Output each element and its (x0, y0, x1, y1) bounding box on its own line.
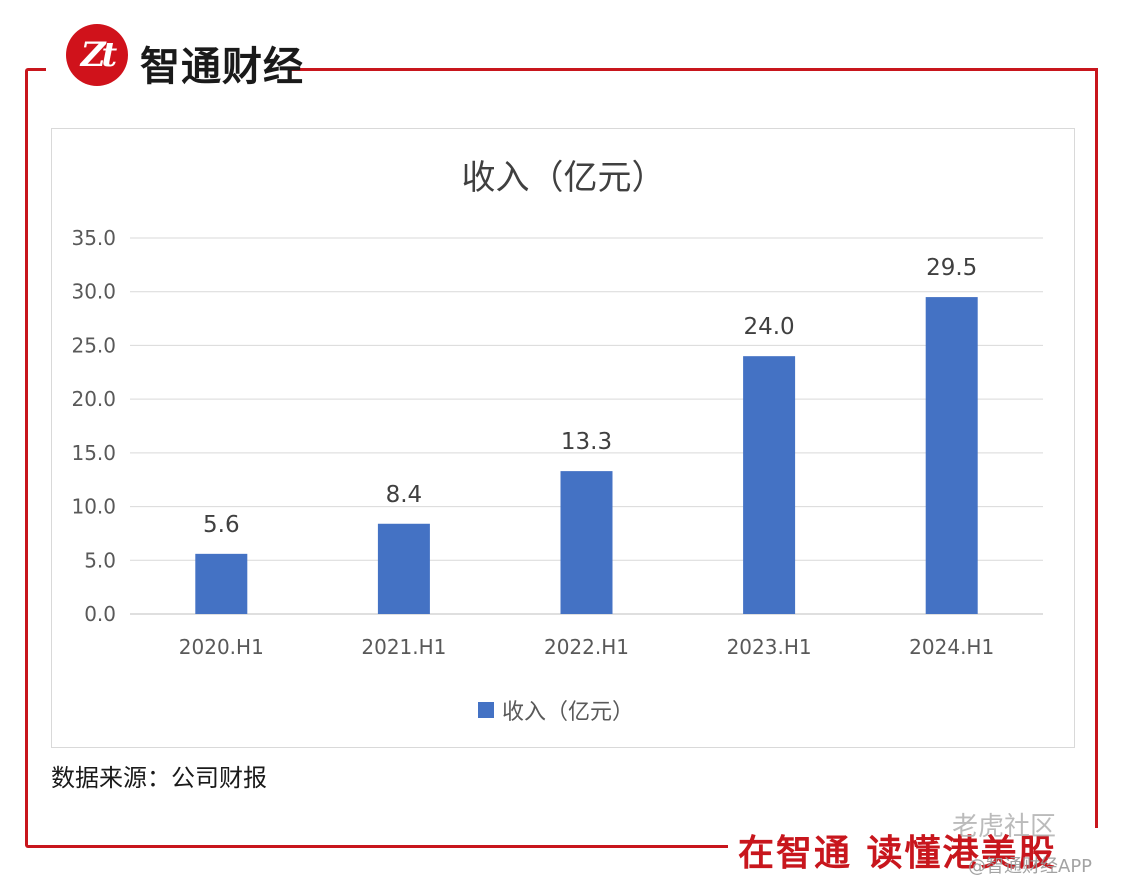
y-tick-label: 20.0 (71, 387, 116, 411)
frame-line (1095, 68, 1098, 828)
y-tick-label: 10.0 (71, 495, 116, 519)
x-tick-label: 2021.H1 (361, 635, 446, 659)
data-label: 13.3 (561, 429, 612, 455)
data-label: 24.0 (743, 314, 794, 340)
y-tick-label: 0.0 (84, 602, 116, 626)
bar (743, 356, 796, 614)
bar (195, 553, 248, 614)
bar (560, 471, 613, 614)
frame-line (28, 68, 46, 71)
logo-mark: Zt (80, 35, 117, 75)
chart-panel (51, 128, 1075, 748)
y-tick-label: 15.0 (71, 441, 116, 465)
bar (377, 523, 430, 614)
y-tick-label: 35.0 (71, 226, 116, 250)
slogan: 在智通 读懂港美股 (738, 833, 1057, 874)
bar (925, 297, 978, 614)
y-tick-label: 5.0 (84, 548, 116, 572)
bar-chart: 0.0 5.0 10.0 15.0 20.0 25.0 30.0 35.0 5.6 2020.H1… (71, 226, 1043, 659)
frame-line (28, 845, 728, 848)
legend-swatch (478, 702, 494, 718)
frame-line (290, 68, 1098, 71)
watermark-app: @智通财经APP (968, 856, 1093, 877)
brand-logo: Zt (66, 24, 128, 86)
x-tick-label: 2020.H1 (179, 635, 264, 659)
frame-line (25, 68, 28, 848)
watermark-community: 老虎社区 (952, 812, 1057, 842)
legend-label: 收入（亿元） (502, 700, 635, 725)
data-label: 29.5 (926, 255, 977, 281)
chart-title: 收入（亿元） (461, 158, 666, 198)
x-tick-label: 2023.H1 (727, 635, 812, 659)
x-tick-label: 2022.H1 (544, 635, 629, 659)
y-tick-label: 25.0 (71, 333, 116, 357)
x-tick-label: 2024.H1 (909, 635, 994, 659)
data-label: 5.6 (203, 512, 240, 538)
chart-legend: 收入（亿元） (478, 694, 634, 726)
y-tick-label: 30.0 (71, 280, 116, 304)
brand-name: 智通财经 (140, 44, 304, 90)
data-source: 数据来源：公司财报 (51, 764, 267, 792)
data-label: 8.4 (386, 482, 423, 508)
